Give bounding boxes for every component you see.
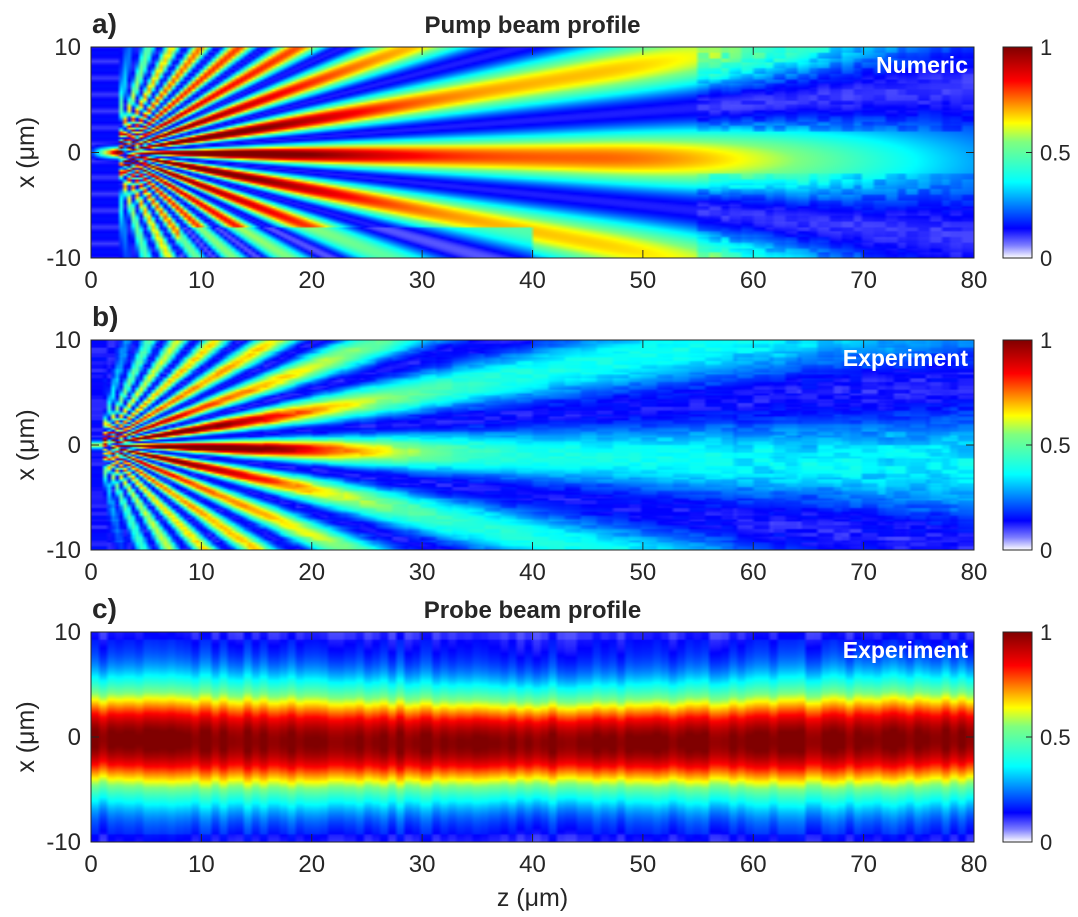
colorbar-tick-label: 0.5 [1040,433,1071,458]
y-tick-label: 0 [68,432,81,459]
colorbar-tick-label: 0 [1040,538,1052,563]
x-tick-label: 50 [630,267,657,294]
y-axis-label: x (μm) [12,701,40,772]
x-tick-label: 50 [630,851,657,878]
y-tick-label: -10 [46,829,81,856]
x-tick-label: 0 [84,559,97,586]
y-tick-label: -10 [46,245,81,272]
x-tick-label: 30 [409,267,436,294]
panel-label: c) [92,593,117,624]
y-tick-label: 0 [68,140,81,167]
x-tick-label: 10 [188,559,215,586]
x-tick-label: 80 [961,851,988,878]
x-tick-label: 80 [961,559,988,586]
x-tick-label: 60 [740,267,767,294]
colorbar-tick-label: 0.5 [1040,725,1071,750]
panel-title: Pump beam profile [424,12,640,39]
x-tick-label: 0 [84,851,97,878]
x-tick-label: 40 [519,559,546,586]
heatmap-image [91,340,974,550]
panel-title: Probe beam profile [424,597,641,624]
y-axis-label: x (μm) [12,117,40,188]
x-tick-label: 40 [519,267,546,294]
x-tick-label: 10 [188,851,215,878]
colorbar-tick-label: 1 [1040,35,1052,60]
y-axis-label: x (μm) [12,409,40,480]
x-tick-label: 50 [630,559,657,586]
x-axis-label: z (μm) [497,884,568,912]
x-tick-label: 40 [519,851,546,878]
y-tick-label: 10 [54,327,81,354]
x-tick-label: 30 [409,851,436,878]
heatmap-image [91,632,974,842]
colorbar-tick-label: 0 [1040,246,1052,271]
y-tick-label: 10 [54,34,81,61]
x-tick-label: 20 [298,267,325,294]
colorbar-tick-label: 1 [1040,620,1052,645]
x-tick-label: 70 [850,851,877,878]
x-tick-label: 70 [850,267,877,294]
x-tick-label: 20 [298,559,325,586]
x-tick-label: 80 [961,267,988,294]
panel-label: b) [92,301,118,332]
y-tick-label: 10 [54,619,81,646]
x-tick-label: 60 [740,559,767,586]
y-tick-label: -10 [46,537,81,564]
x-tick-label: 20 [298,851,325,878]
x-tick-label: 10 [188,267,215,294]
x-tick-label: 30 [409,559,436,586]
colorbar-tick-label: 0 [1040,830,1052,855]
panel-annotation: Numeric [876,52,968,78]
panel-label: a) [92,8,117,39]
y-tick-label: 0 [68,724,81,751]
colorbar-tick-label: 0.5 [1040,141,1071,166]
heatmap-image [91,47,974,258]
colorbar-tick-label: 1 [1040,328,1052,353]
panel-annotation: Experiment [843,637,969,663]
x-tick-label: 70 [850,559,877,586]
x-tick-label: 0 [84,267,97,294]
x-tick-label: 60 [740,851,767,878]
panel-annotation: Experiment [843,345,969,371]
